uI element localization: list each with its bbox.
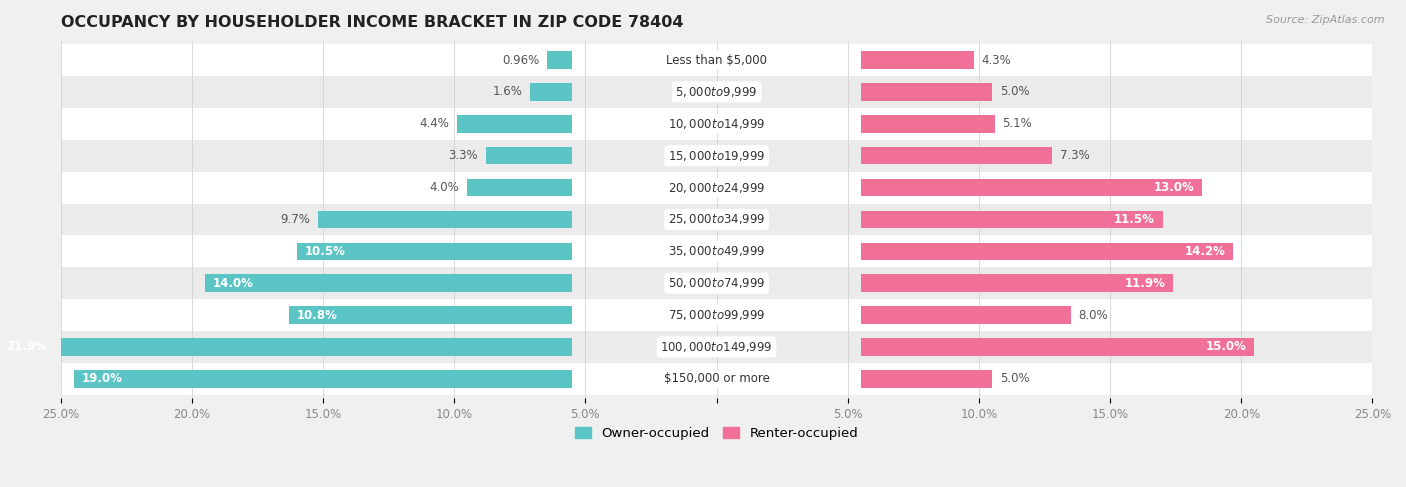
FancyBboxPatch shape — [60, 331, 1372, 363]
FancyBboxPatch shape — [60, 44, 1372, 76]
Text: 15.0%: 15.0% — [1205, 340, 1247, 354]
Text: 4.0%: 4.0% — [430, 181, 460, 194]
Text: $35,000 to $49,999: $35,000 to $49,999 — [668, 244, 765, 258]
Text: Source: ZipAtlas.com: Source: ZipAtlas.com — [1267, 15, 1385, 25]
Bar — [860, 243, 1233, 260]
Bar — [860, 115, 994, 132]
Text: $150,000 or more: $150,000 or more — [664, 373, 769, 385]
Bar — [860, 179, 1202, 196]
Bar — [205, 275, 572, 292]
Text: 11.9%: 11.9% — [1125, 277, 1166, 290]
Bar — [547, 51, 572, 69]
Text: 0.96%: 0.96% — [502, 54, 540, 67]
Bar — [860, 147, 1052, 165]
FancyBboxPatch shape — [60, 140, 1372, 171]
Text: 11.5%: 11.5% — [1114, 213, 1154, 226]
Bar — [457, 115, 572, 132]
Text: 14.0%: 14.0% — [212, 277, 254, 290]
Bar — [290, 306, 572, 324]
Text: 14.2%: 14.2% — [1185, 245, 1226, 258]
Bar — [75, 370, 572, 388]
Bar — [860, 51, 974, 69]
Legend: Owner-occupied, Renter-occupied: Owner-occupied, Renter-occupied — [569, 421, 863, 445]
Bar — [860, 306, 1071, 324]
Text: $25,000 to $34,999: $25,000 to $34,999 — [668, 212, 765, 226]
Bar — [860, 83, 993, 101]
FancyBboxPatch shape — [60, 235, 1372, 267]
Bar — [860, 370, 993, 388]
Text: 10.8%: 10.8% — [297, 309, 337, 321]
Text: $10,000 to $14,999: $10,000 to $14,999 — [668, 117, 765, 131]
Bar — [860, 338, 1254, 356]
Text: 9.7%: 9.7% — [280, 213, 309, 226]
Text: 4.3%: 4.3% — [981, 54, 1011, 67]
Text: $15,000 to $19,999: $15,000 to $19,999 — [668, 149, 765, 163]
FancyBboxPatch shape — [60, 108, 1372, 140]
FancyBboxPatch shape — [60, 267, 1372, 299]
Text: $20,000 to $24,999: $20,000 to $24,999 — [668, 181, 765, 195]
FancyBboxPatch shape — [60, 299, 1372, 331]
Text: $50,000 to $74,999: $50,000 to $74,999 — [668, 276, 765, 290]
Bar — [860, 211, 1163, 228]
Text: 8.0%: 8.0% — [1078, 309, 1108, 321]
Bar — [467, 179, 572, 196]
Bar — [860, 275, 1173, 292]
Text: OCCUPANCY BY HOUSEHOLDER INCOME BRACKET IN ZIP CODE 78404: OCCUPANCY BY HOUSEHOLDER INCOME BRACKET … — [60, 15, 683, 30]
FancyBboxPatch shape — [60, 171, 1372, 204]
Text: 10.5%: 10.5% — [305, 245, 346, 258]
Text: 5.0%: 5.0% — [1000, 85, 1029, 98]
FancyBboxPatch shape — [60, 363, 1372, 395]
Text: Less than $5,000: Less than $5,000 — [666, 54, 768, 67]
Bar — [530, 83, 572, 101]
Bar — [0, 338, 572, 356]
Text: 7.3%: 7.3% — [1060, 149, 1090, 162]
Text: 19.0%: 19.0% — [82, 373, 122, 385]
Bar — [297, 243, 572, 260]
Text: 1.6%: 1.6% — [492, 85, 523, 98]
Text: $100,000 to $149,999: $100,000 to $149,999 — [661, 340, 773, 354]
Text: 3.3%: 3.3% — [449, 149, 478, 162]
Text: 5.0%: 5.0% — [1000, 373, 1029, 385]
Text: $5,000 to $9,999: $5,000 to $9,999 — [675, 85, 758, 99]
FancyBboxPatch shape — [60, 76, 1372, 108]
Text: 4.4%: 4.4% — [419, 117, 449, 131]
Text: 21.9%: 21.9% — [6, 340, 46, 354]
FancyBboxPatch shape — [60, 204, 1372, 235]
Bar — [318, 211, 572, 228]
Text: $75,000 to $99,999: $75,000 to $99,999 — [668, 308, 765, 322]
Text: 13.0%: 13.0% — [1153, 181, 1194, 194]
Bar — [485, 147, 572, 165]
Text: 5.1%: 5.1% — [1002, 117, 1032, 131]
